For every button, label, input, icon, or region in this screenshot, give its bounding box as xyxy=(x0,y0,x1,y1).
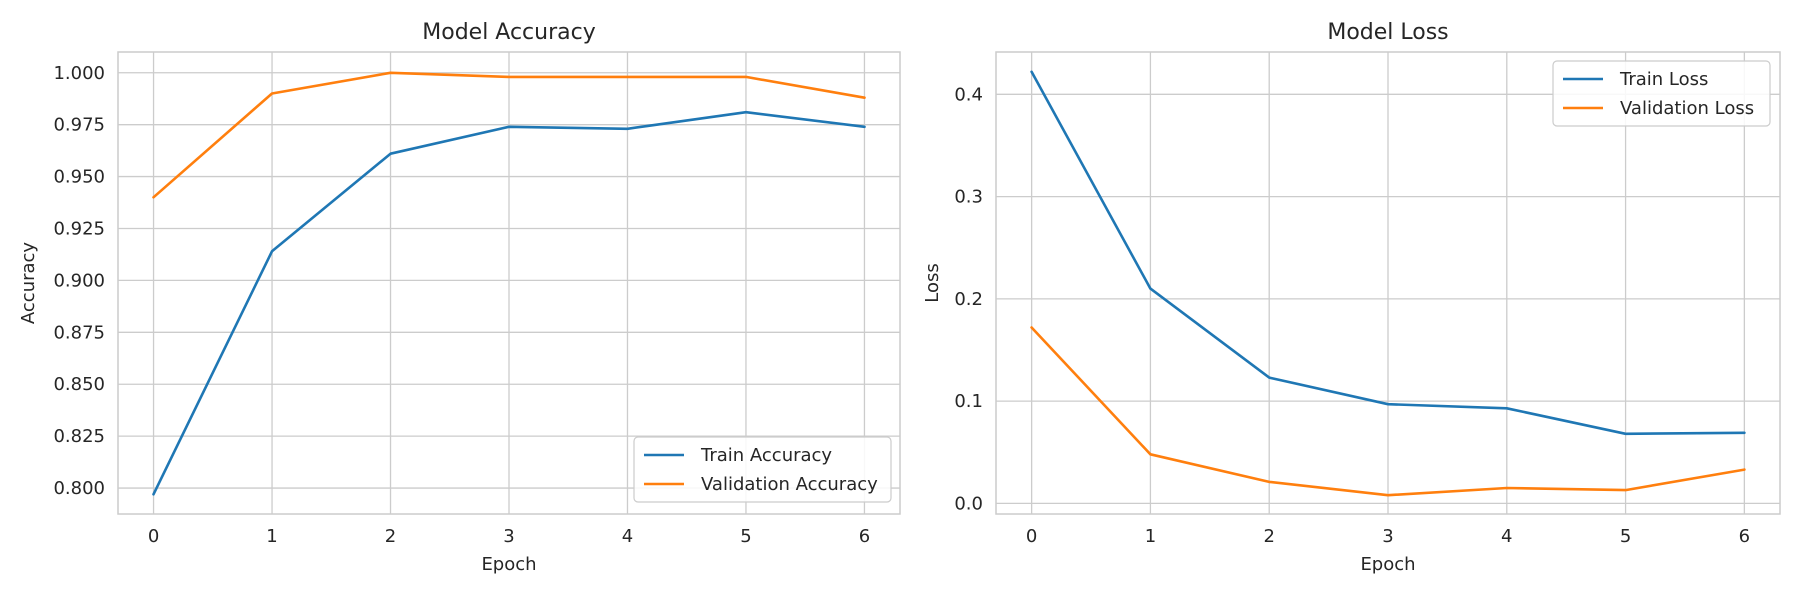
loss-legend-label-validation: Validation Loss xyxy=(1620,98,1754,119)
accuracy-y-tick-label: 0.850 xyxy=(53,374,105,395)
loss-y-tick-label: 0.3 xyxy=(954,187,983,208)
accuracy-x-axis-label: Epoch xyxy=(481,554,536,575)
accuracy-x-tick-label: 6 xyxy=(859,526,870,547)
accuracy-y-axis-label: Accuracy xyxy=(18,242,39,325)
loss-x-tick-label: 1 xyxy=(1145,526,1156,547)
loss-x-tick-label: 3 xyxy=(1382,526,1393,547)
accuracy-x-tick-label: 0 xyxy=(148,526,159,547)
loss-legend-label-train: Train Loss xyxy=(1619,69,1708,90)
accuracy-y-tick-label: 1.000 xyxy=(53,63,105,84)
accuracy-y-tick-label: 0.900 xyxy=(53,270,105,291)
loss-gridlines xyxy=(996,52,1780,514)
loss-x-tick-label: 2 xyxy=(1263,526,1274,547)
accuracy-plot-frame xyxy=(117,51,901,515)
accuracy-lines xyxy=(152,71,866,496)
loss-plot-frame xyxy=(995,51,1781,515)
accuracy-chart-title: Model Accuracy xyxy=(422,20,596,45)
loss-legend: Train Loss Validation Loss xyxy=(1552,60,1771,127)
accuracy-x-tick-label: 3 xyxy=(503,526,514,547)
accuracy-legend: Train Accuracy Validation Accuracy xyxy=(633,436,892,503)
loss-y-tick-label: 0.4 xyxy=(954,84,983,105)
accuracy-x-tick-label: 1 xyxy=(266,526,277,547)
accuracy-series-line-validation xyxy=(152,71,866,199)
loss-y-tick-label: 0.1 xyxy=(954,391,983,412)
accuracy-y-tick-label: 0.825 xyxy=(53,426,105,447)
loss-lines xyxy=(1030,70,1746,497)
loss-x-axis-label: Epoch xyxy=(1360,554,1415,575)
accuracy-y-tick-label: 0.950 xyxy=(53,167,105,188)
loss-chart: 0 1 2 3 4 5 6 0.0 0.1 0.2 0.3 0.4 Model Loss Epoch… xyxy=(922,20,1781,575)
loss-y-tick-label: 0.2 xyxy=(954,289,983,310)
accuracy-series-line-train xyxy=(152,110,866,496)
accuracy-x-tick-label: 2 xyxy=(385,526,396,547)
loss-x-tick-label: 6 xyxy=(1739,526,1750,547)
loss-x-tick-label: 5 xyxy=(1620,526,1631,547)
loss-series-line-train xyxy=(1030,70,1746,436)
accuracy-y-ticks: 0.800 0.825 0.850 0.875 0.900 0.925 0.950 0.975… xyxy=(53,63,105,499)
loss-x-tick-label: 4 xyxy=(1501,526,1512,547)
accuracy-y-tick-label: 0.925 xyxy=(53,218,105,239)
accuracy-y-tick-label: 0.975 xyxy=(53,115,105,136)
accuracy-legend-label-train: Train Accuracy xyxy=(700,445,832,466)
accuracy-y-tick-label: 0.875 xyxy=(53,322,105,343)
loss-y-ticks: 0.0 0.1 0.2 0.3 0.4 xyxy=(954,84,983,514)
accuracy-gridlines xyxy=(118,52,900,514)
loss-legend-box xyxy=(1552,60,1771,127)
loss-series-line-validation xyxy=(1030,326,1746,497)
loss-y-axis-label: Loss xyxy=(922,263,943,302)
loss-x-tick-label: 0 xyxy=(1026,526,1037,547)
loss-x-ticks: 0 1 2 3 4 5 6 xyxy=(1026,526,1750,547)
accuracy-y-tick-label: 0.800 xyxy=(53,478,105,499)
loss-chart-title: Model Loss xyxy=(1327,20,1448,45)
accuracy-x-tick-label: 5 xyxy=(740,526,751,547)
loss-y-tick-label: 0.0 xyxy=(954,493,983,514)
accuracy-x-tick-label: 4 xyxy=(622,526,633,547)
accuracy-legend-box xyxy=(633,436,892,503)
accuracy-legend-label-validation: Validation Accuracy xyxy=(701,474,878,495)
accuracy-x-ticks: 0 1 2 3 4 5 6 xyxy=(148,526,870,547)
